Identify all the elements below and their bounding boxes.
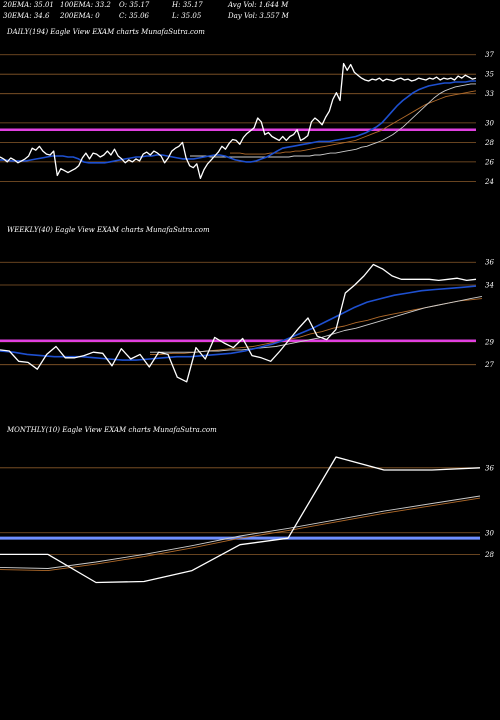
monthly-caption: MONTHLY(10) Eagle View EXAM charts Munaf… bbox=[7, 426, 217, 434]
weekly-chart: 36 34 29 27 bbox=[0, 259, 494, 383]
weekly-ema-fast-line bbox=[0, 285, 477, 361]
daily-ema-slow-line bbox=[190, 83, 476, 158]
weekly-y-tick-label: 36 bbox=[485, 259, 494, 267]
weekly-caption: WEEKLY(40) Eagle View EXAM charts Munafa… bbox=[7, 226, 210, 234]
hdr-200ema: 200EMA: 0 bbox=[60, 12, 100, 20]
hdr-high: H: 35.17 bbox=[172, 1, 203, 9]
hdr-open: O: 35.17 bbox=[119, 1, 150, 9]
weekly-y-tick-label: 29 bbox=[484, 338, 494, 346]
hdr-avg-vol: Avg Vol: 1.644 M bbox=[228, 1, 289, 9]
hdr-30ema: 30EMA: 34.6 bbox=[3, 12, 50, 20]
weekly-price-line bbox=[0, 263, 477, 383]
monthly-y-tick-label: 28 bbox=[484, 551, 494, 559]
daily-y-tick-label: 26 bbox=[484, 158, 494, 166]
daily-y-tick-label: 24 bbox=[484, 178, 494, 186]
hdr-day-vol: Day Vol: 3.557 M bbox=[228, 12, 289, 20]
daily-chart: 37 35 33 30 28 26 24 bbox=[0, 51, 494, 186]
daily-y-tick-label: 33 bbox=[485, 90, 494, 98]
daily-y-tick-label: 28 bbox=[484, 139, 494, 147]
daily-ema-long-line bbox=[230, 90, 477, 155]
daily-y-tick-label: 37 bbox=[485, 51, 494, 59]
weekly-y-tick-label: 27 bbox=[484, 361, 494, 369]
hdr-20ema: 20EMA: 35.01 bbox=[3, 1, 54, 9]
hdr-low: L: 35.05 bbox=[172, 12, 202, 20]
daily-price-line bbox=[0, 62, 477, 180]
monthly-price-line bbox=[0, 456, 481, 584]
daily-caption: DAILY(194) Eagle View EXAM charts Munafa… bbox=[7, 28, 205, 36]
monthly-ema-slow-line bbox=[0, 495, 481, 569]
monthly-ema-long-line bbox=[0, 497, 481, 572]
monthly-y-tick-label: 30 bbox=[485, 529, 494, 537]
hdr-close: C: 35.06 bbox=[119, 12, 149, 20]
daily-ema-fast-line bbox=[0, 80, 476, 164]
weekly-y-tick-label: 34 bbox=[485, 281, 494, 289]
weekly-ema-slow-line bbox=[150, 295, 483, 353]
monthly-chart: 36 30 28 bbox=[0, 456, 494, 584]
daily-y-tick-label: 35 bbox=[485, 71, 494, 79]
hdr-100ema: 100EMA: 33.2 bbox=[60, 1, 111, 9]
daily-y-tick-label: 30 bbox=[485, 119, 494, 127]
monthly-y-tick-label: 36 bbox=[485, 464, 494, 472]
